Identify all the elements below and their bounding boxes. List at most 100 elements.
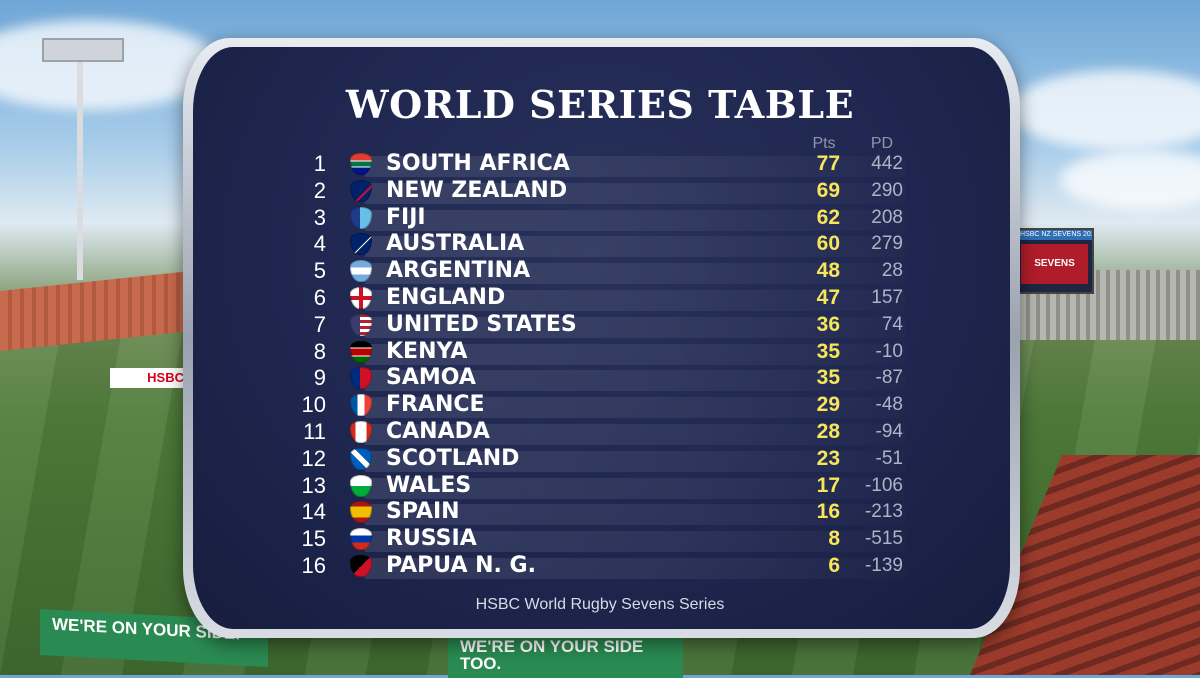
team-name-cell: FRANCE xyxy=(386,392,485,418)
column-header-points: Pts xyxy=(812,135,836,152)
team-name-cell: KENYA xyxy=(386,338,468,364)
point-difference-cell: 157 xyxy=(871,287,903,308)
standings-panel xyxy=(193,47,1010,629)
united-states-flag-icon xyxy=(350,313,372,336)
row-highlight xyxy=(365,370,905,392)
point-difference-cell: -515 xyxy=(864,528,903,550)
pitch-sponsor-sign: HSBC xyxy=(110,368,190,388)
points-cell: 17 xyxy=(816,473,840,497)
row-highlight xyxy=(365,182,905,204)
row-highlight xyxy=(365,290,905,311)
table-row: 2 NEW ZEALAND 69 290 xyxy=(0,177,1200,204)
points-cell: 29 xyxy=(816,393,840,417)
team-name-cell: SAMOA xyxy=(386,365,476,391)
rank-cell: 4 xyxy=(313,231,326,257)
argentina-flag-icon xyxy=(350,260,372,283)
point-difference-cell: 74 xyxy=(881,313,903,335)
advert-banner-right: WE'RE ON YOUR SIDE TOO. xyxy=(448,632,683,678)
page-title: WORLD SERIES TABLE xyxy=(345,82,855,127)
points-cell: 23 xyxy=(816,446,840,470)
row-highlight xyxy=(365,424,905,445)
table-row: 13 WALES 17 -106 xyxy=(0,472,1200,499)
points-cell: 47 xyxy=(816,286,840,309)
cloud xyxy=(1060,150,1200,210)
table-row: 7 UNITED STATES 36 74 xyxy=(0,311,1200,338)
rank-cell: 12 xyxy=(301,445,326,471)
points-cell: 8 xyxy=(828,527,840,551)
point-difference-cell: -87 xyxy=(875,367,903,389)
row-highlight xyxy=(365,477,905,499)
row-highlight xyxy=(365,504,905,526)
canada-flag-icon xyxy=(350,421,372,443)
rank-cell: 13 xyxy=(301,472,326,498)
france-flag-icon xyxy=(350,394,372,417)
team-name-cell: UNITED STATES xyxy=(386,311,577,337)
scoreboard-header: HSBC NZ SEVENS 2018 xyxy=(1017,230,1092,240)
table-row: 9 SAMOA 35 -87 xyxy=(0,364,1200,392)
row-highlight xyxy=(365,397,905,419)
point-difference-cell: 208 xyxy=(871,206,903,228)
team-name-cell: SOUTH AFRICA xyxy=(386,151,570,176)
row-highlight xyxy=(365,209,905,231)
point-difference-cell: -51 xyxy=(875,447,903,469)
points-cell: 77 xyxy=(816,152,840,175)
rank-cell: 10 xyxy=(301,392,326,418)
row-highlight xyxy=(365,343,905,365)
points-cell: 6 xyxy=(828,554,840,577)
row-highlight xyxy=(365,263,905,285)
team-name-cell: ENGLAND xyxy=(386,285,506,310)
point-difference-cell: 290 xyxy=(871,179,903,201)
scoreboard-screen: SEVENS xyxy=(1021,244,1088,284)
rank-cell: 8 xyxy=(313,338,326,364)
team-name-cell: NEW ZEALAND xyxy=(386,177,568,203)
team-name-cell: ARGENTINA xyxy=(386,258,531,284)
rank-cell: 15 xyxy=(301,526,326,552)
point-difference-cell: -48 xyxy=(875,394,903,416)
rank-cell: 6 xyxy=(313,285,326,310)
team-name-cell: CANADA xyxy=(386,419,490,444)
points-cell: 28 xyxy=(816,420,840,443)
point-difference-cell: -10 xyxy=(875,340,903,362)
points-cell: 35 xyxy=(816,339,840,363)
points-cell: 60 xyxy=(816,232,840,256)
point-difference-cell: 279 xyxy=(871,233,903,255)
floodlight-pole xyxy=(77,45,83,280)
row-highlight xyxy=(365,531,905,553)
team-name-cell: AUSTRALIA xyxy=(386,231,525,257)
england-flag-icon xyxy=(350,287,372,309)
rank-cell: 3 xyxy=(313,204,326,230)
table-row: 6 ENGLAND 47 157 xyxy=(0,284,1200,311)
spain-flag-icon xyxy=(350,501,372,524)
australia-flag-icon xyxy=(350,233,372,256)
point-difference-cell: -213 xyxy=(864,501,903,523)
point-difference-cell: -94 xyxy=(875,421,903,442)
row-highlight xyxy=(365,450,905,472)
team-name-cell: SPAIN xyxy=(386,499,460,525)
new-zealand-flag-icon xyxy=(350,179,372,202)
rank-cell: 16 xyxy=(301,553,326,578)
table-row: 16 PAPUA N. G. 6 -139 xyxy=(0,552,1200,579)
samoa-flag-icon xyxy=(350,367,372,390)
point-difference-cell: 28 xyxy=(881,260,903,282)
table-row: 11 CANADA 28 -94 xyxy=(0,418,1200,445)
table-row: 12 SCOTLAND 23 -51 xyxy=(0,445,1200,472)
column-header-point-difference: PD xyxy=(870,135,894,152)
rank-cell: 5 xyxy=(313,258,326,284)
team-name-cell: SCOTLAND xyxy=(386,445,520,471)
points-cell: 16 xyxy=(816,500,840,524)
stadium-scoreboard: HSBC NZ SEVENS 2018 SEVENS xyxy=(1015,228,1094,294)
fiji-flag-icon xyxy=(350,206,372,229)
team-name-cell: WALES xyxy=(386,472,472,498)
footer-caption: HSBC World Rugby Sevens Series xyxy=(475,596,725,613)
row-highlight xyxy=(365,558,905,579)
points-cell: 69 xyxy=(816,178,840,202)
rank-cell: 1 xyxy=(313,151,326,176)
row-highlight xyxy=(365,316,905,338)
point-difference-cell: 442 xyxy=(871,153,903,174)
scotland-flag-icon xyxy=(350,447,372,470)
kenya-flag-icon xyxy=(350,340,372,363)
rank-cell: 11 xyxy=(303,419,326,444)
table-row: 4 AUSTRALIA 60 279 xyxy=(0,230,1200,258)
rank-cell: 14 xyxy=(301,499,326,525)
rank-cell: 7 xyxy=(313,311,326,337)
